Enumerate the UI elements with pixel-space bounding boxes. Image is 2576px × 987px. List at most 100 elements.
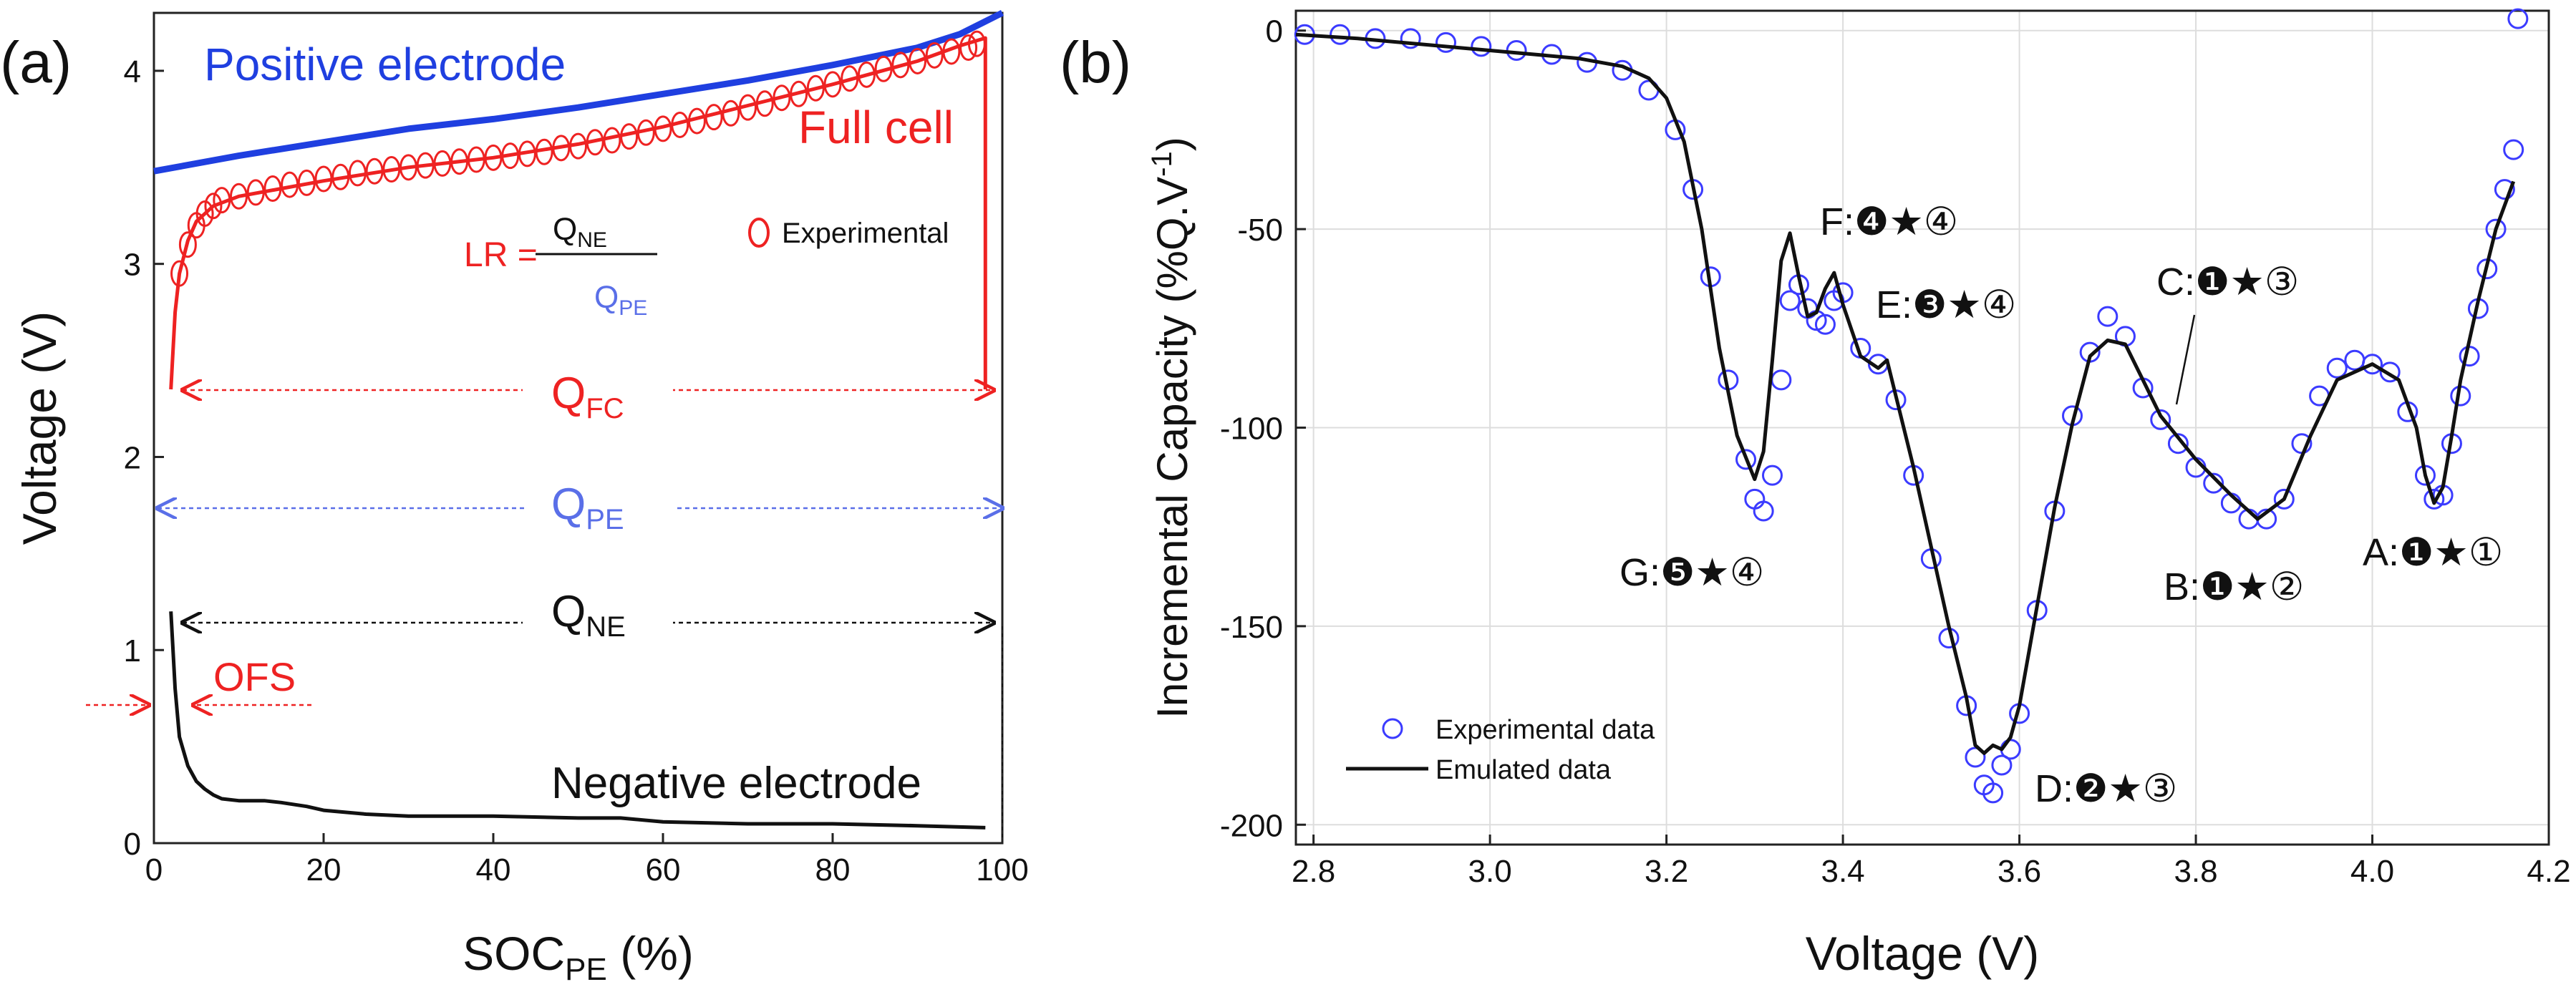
experimental-marker [552, 135, 571, 162]
x-tick-label: 80 [815, 852, 851, 888]
experimental-data-marker [2362, 354, 2383, 375]
lr-denominator: QPE [594, 280, 647, 320]
experimental-marker [400, 154, 417, 181]
experimental-marker [518, 140, 536, 167]
x-tick-label: 3.4 [1821, 854, 1864, 889]
experimental-marker [263, 175, 282, 202]
y-tick-label: -50 [1237, 213, 1283, 248]
experimental-marker [314, 165, 333, 193]
experimental-marker [484, 144, 503, 171]
negative-electrode-label: Negative electrode [551, 759, 921, 808]
experimental-marker [891, 52, 910, 79]
y-axis-label: Incremental Capacity (%Q.V-1) [1146, 137, 1196, 719]
panel-a-axes: 0 20 40 60 80 100 0 1 2 3 4 SOCPE (%) Voltage (V) [13, 11, 1029, 987]
experimental-data-marker [2150, 409, 2171, 430]
experimental-marker [909, 47, 926, 74]
experimental-marker [297, 169, 316, 196]
experimental-data-marker [1471, 36, 1492, 57]
y-tick-label: -200 [1220, 808, 1283, 843]
panel-a-series [153, 9, 1004, 830]
experimental-marker [925, 42, 944, 69]
panel-b-axes: 2.8 3.0 3.2 3.4 3.6 3.8 4.0 4.2 0 -50 -100 -150 -200… [1146, 9, 2571, 980]
experimental-marker [857, 61, 876, 88]
experimental-data-marker [1400, 28, 1421, 49]
experimental-marker [942, 38, 961, 65]
peak-label-f: F:❹★④ [1820, 200, 1958, 243]
experimental-data-marker [1761, 465, 1783, 486]
experimental-data-marker [2326, 357, 2348, 379]
experimental-marker [654, 115, 672, 142]
experimental-marker [755, 90, 774, 117]
experimental-marker [874, 55, 893, 82]
experimental-data-marker [1735, 449, 1757, 470]
y-tick-label: -100 [1220, 412, 1283, 447]
x-tick-label: 3.0 [1468, 854, 1512, 889]
x-tick-label: 60 [646, 852, 681, 888]
y-tick-label: -150 [1220, 610, 1283, 645]
experimental-marker [535, 138, 553, 165]
negative-electrode-line [169, 611, 986, 830]
x-tick-label: 100 [976, 852, 1028, 888]
experimental-data-marker [2000, 739, 2021, 760]
experimental-data-marker [1435, 31, 1457, 53]
experimental-marker [501, 142, 520, 170]
y-tick-label: 4 [124, 54, 141, 89]
x-tick-label: 40 [476, 852, 511, 888]
legend-experimental-data-marker [1382, 718, 1403, 739]
qfc-label-bg [523, 354, 673, 426]
experimental-marker [178, 231, 197, 258]
y-tick-label: 0 [1266, 14, 1283, 49]
experimental-marker [365, 157, 384, 185]
experimental-data-marker [1506, 39, 1527, 61]
full-cell-line [169, 36, 987, 390]
qne-label-bg [523, 587, 673, 658]
x-tick-label: 3.8 [2174, 854, 2217, 889]
experimental-marker [433, 150, 452, 177]
experimental-marker [823, 71, 842, 98]
experimental-data-marker [1991, 754, 2013, 776]
experimental-data-marker [2097, 306, 2119, 327]
x-tick-label: 3.6 [1998, 854, 2041, 889]
x-tick-label: 4.0 [2350, 854, 2394, 889]
experimental-marker [773, 84, 791, 112]
legend-experimental-marker [748, 218, 770, 248]
peak-label-d: D:❷★③ [2035, 767, 2177, 810]
experimental-data-marker [2344, 349, 2366, 371]
x-axis-label: SOCPE (%) [463, 927, 694, 987]
experimental-data-marker [2503, 139, 2524, 160]
peak-label-g: G:❺★④ [1619, 551, 1764, 594]
experimental-data-marker [2167, 433, 2189, 454]
panel-b: (b) 2.8 3.0 3.2 3.4 3.6 3.8 4.0 4.2 0 -50 -100 -150… [1060, 8, 2571, 980]
qfc-label: QFC [551, 369, 624, 424]
experimental-marker [959, 34, 978, 62]
peak-label-e: E:❸★④ [1876, 283, 2016, 326]
lr-label: LR = [464, 236, 538, 274]
panel-a: (a) 0 20 40 60 80 100 0 1 2 3 4 SOCPE (%) Voltage (V… [0, 9, 1029, 987]
experimental-data-marker [2379, 361, 2401, 383]
experimental-data-marker [2507, 8, 2529, 29]
experimental-marker [213, 187, 231, 214]
y-tick-label: 0 [124, 827, 141, 862]
experimental-marker [739, 94, 757, 121]
panel-b-label: (b) [1060, 30, 1131, 95]
experimental-data-marker [2494, 179, 2515, 200]
experimental-marker [841, 65, 859, 92]
experimental-marker [348, 160, 367, 187]
positive-electrode-label: Positive electrode [204, 39, 566, 90]
peak-label-a: A:❶★① [2363, 531, 2503, 574]
experimental-marker [790, 80, 808, 107]
positive-electrode-line [153, 9, 1004, 175]
qne-label: QNE [551, 587, 626, 643]
y-tick-label: 3 [124, 248, 141, 283]
y-axis-label: Voltage (V) [13, 311, 66, 545]
x-axis-label: Voltage (V) [1806, 927, 2040, 980]
experimental-marker [586, 129, 604, 156]
panel-a-legend: Experimental [748, 218, 949, 249]
experimental-marker [204, 193, 223, 220]
emulated-data-line [1295, 32, 2516, 755]
experimental-marker [230, 183, 248, 210]
experimental-marker [704, 104, 723, 131]
x-tick-label: 3.2 [1645, 854, 1688, 889]
experimental-marker [416, 152, 435, 179]
